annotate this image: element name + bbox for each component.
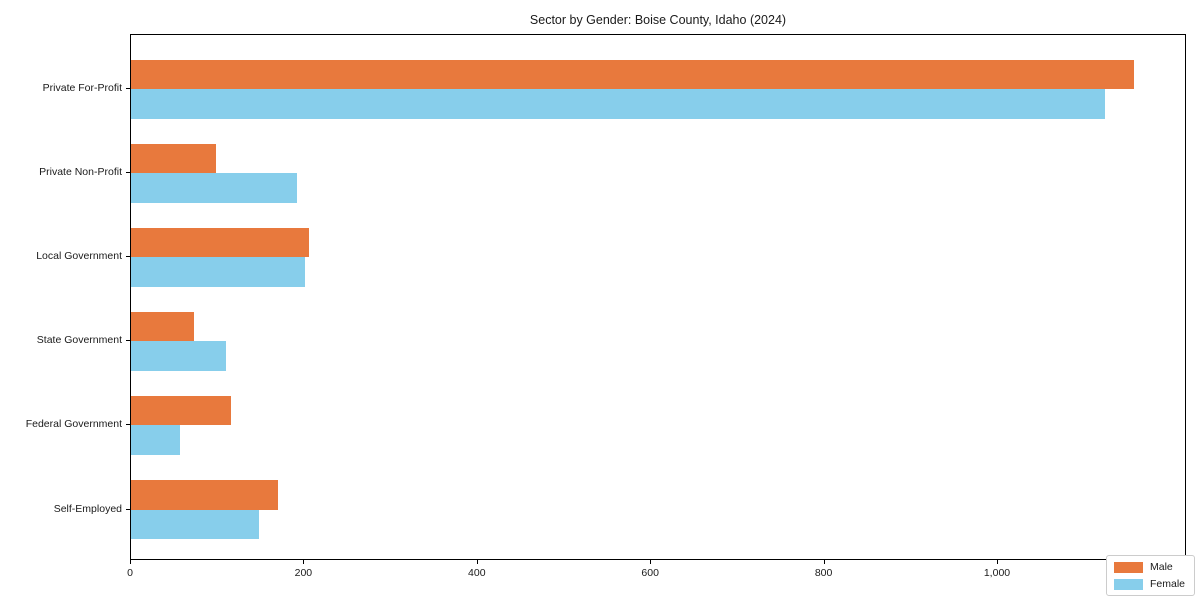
x-axis-label-200: 200 bbox=[294, 567, 313, 579]
y-tick-mark bbox=[126, 88, 130, 89]
legend: Male Female bbox=[1105, 555, 1195, 596]
x-tick-mark bbox=[130, 560, 131, 564]
legend-swatch-female bbox=[1113, 578, 1143, 590]
bar-male-self-employed bbox=[131, 480, 279, 510]
x-axis-label-1-000: 1,000 bbox=[983, 567, 1011, 579]
x-tick-mark bbox=[996, 560, 998, 564]
chart-title: Sector by Gender: Boise County, Idaho (2… bbox=[529, 13, 787, 27]
bar-female-private-non-profit bbox=[131, 173, 298, 203]
plot-area bbox=[130, 34, 1186, 560]
x-axis-label-400: 400 bbox=[468, 567, 486, 579]
legend-label-female: Female bbox=[1149, 578, 1185, 590]
y-axis-label-private-for-profit: Private For-Profit bbox=[42, 82, 122, 94]
legend-label-male: Male bbox=[1149, 561, 1173, 573]
legend-item-female: Female bbox=[1113, 578, 1185, 590]
y-tick-mark bbox=[126, 256, 130, 258]
x-tick-mark bbox=[650, 560, 652, 564]
bar-male-private-non-profit bbox=[131, 143, 216, 174]
bar-male-state-government bbox=[131, 311, 195, 342]
x-axis-label-800: 800 bbox=[814, 567, 833, 579]
y-tick-mark bbox=[126, 172, 130, 174]
y-axis-label-state-government: State Government bbox=[36, 334, 122, 347]
bar-female-local-government bbox=[131, 257, 306, 287]
bar-male-federal-government bbox=[131, 395, 231, 426]
bar-female-self-employed bbox=[131, 509, 260, 539]
x-axis-label-600: 600 bbox=[641, 567, 659, 579]
x-axis-label-0: 0 bbox=[127, 567, 133, 579]
y-axis-label-self-employed: Self-Employed bbox=[53, 502, 122, 515]
bar-female-private-for-profit bbox=[131, 89, 1105, 119]
x-tick-mark bbox=[823, 560, 825, 564]
legend-item-male: Male bbox=[1113, 561, 1185, 573]
y-tick-mark bbox=[126, 508, 130, 510]
x-tick-mark bbox=[303, 560, 305, 564]
y-tick-mark bbox=[126, 424, 130, 426]
y-axis-label-local-government: Local Government bbox=[36, 250, 122, 263]
bar-male-local-government bbox=[131, 227, 309, 258]
bar-male-private-for-profit bbox=[131, 59, 1135, 89]
x-tick-mark bbox=[476, 560, 478, 564]
y-tick-mark bbox=[126, 340, 130, 342]
y-axis-label-private-non-profit: Private Non-Profit bbox=[39, 166, 122, 179]
legend-swatch-male bbox=[1113, 561, 1143, 573]
bar-female-state-government bbox=[131, 341, 227, 371]
y-axis-label-federal-government: Federal Government bbox=[25, 418, 122, 431]
bar-female-federal-government bbox=[131, 425, 180, 455]
